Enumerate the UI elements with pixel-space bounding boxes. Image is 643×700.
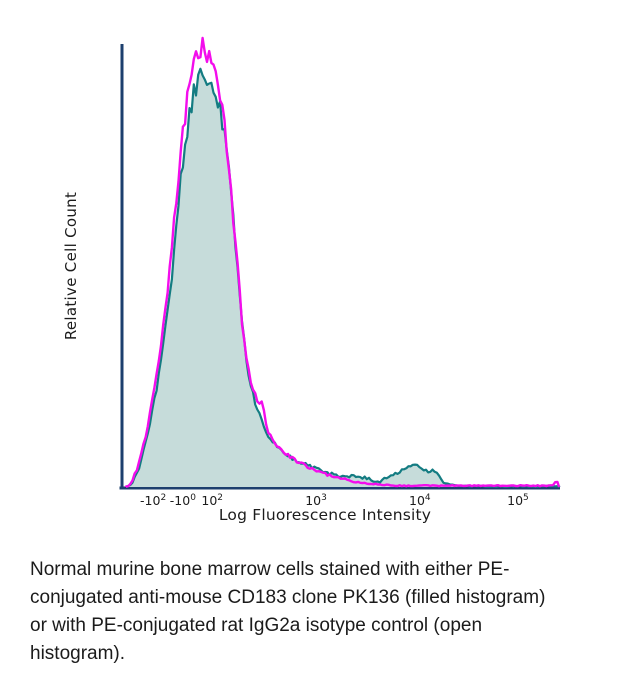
filled-histogram-area	[125, 68, 561, 488]
caption-line: or with PE-conjugated rat IgG2a isotype …	[30, 615, 483, 636]
caption-line: conjugated anti-mouse CD183 clone PK136 …	[30, 587, 546, 608]
figure-caption: Normal murine bone marrow cells stained …	[30, 556, 630, 668]
caption-line: histogram).	[30, 643, 126, 664]
y-axis-label: Relative Cell Count	[62, 191, 80, 341]
open-histogram-outline	[124, 36, 561, 488]
flow-histogram-plot	[119, 36, 561, 490]
caption-line: Normal murine bone marrow cells stained …	[30, 559, 510, 580]
x-axis-label: Log Fluorescence Intensity	[218, 506, 432, 524]
flow-cytometry-figure: Relative Cell Count Log Fluorescence Int…	[62, 36, 561, 524]
filled-histogram-outline	[124, 67, 561, 488]
